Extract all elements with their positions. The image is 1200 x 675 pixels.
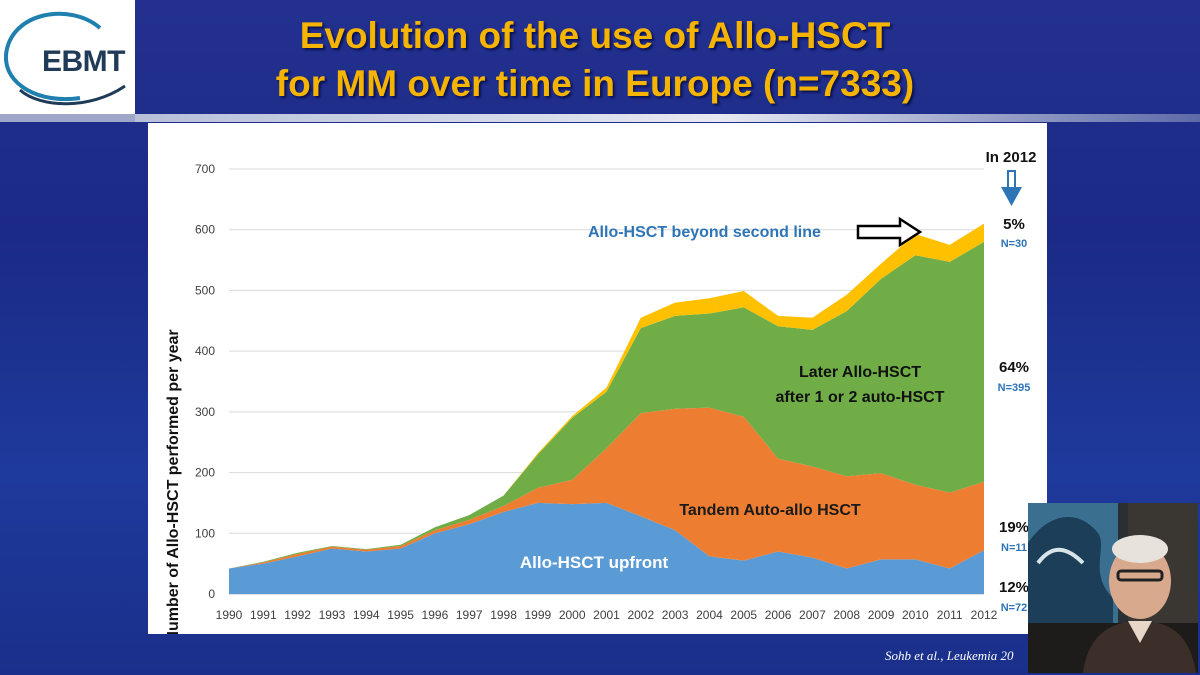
x-tick-label-2005: 2005 xyxy=(730,608,757,622)
chart-panel: 0 100 200 300 400 500 600 700 1990 1991 1992 1993 19… xyxy=(148,123,1047,634)
y-tick-label-300: 300 xyxy=(195,405,215,419)
y-tick-label-0: 0 xyxy=(208,587,215,601)
ebmt-logo: EBMT xyxy=(0,0,135,114)
label-later-line2: after 1 or 2 auto-HSCT xyxy=(776,389,945,406)
area-allo-hsct-beyond-second-line xyxy=(229,223,984,569)
x-tick-label-1995: 1995 xyxy=(387,608,414,622)
y-tick-label-500: 500 xyxy=(195,283,215,297)
pct-later: 64% xyxy=(999,359,1029,376)
label-tandem: Tandem Auto-allo HSCT xyxy=(679,502,861,519)
presenter-webcam xyxy=(1028,503,1198,673)
x-tick-label-1996: 1996 xyxy=(422,608,449,622)
n-tandem: N=11 xyxy=(1001,542,1027,554)
x-tick-label-1999: 1999 xyxy=(525,608,552,622)
presenter-video-frame xyxy=(1028,503,1198,673)
axes: 0 100 200 300 400 500 600 700 1990 1991 1992 1993 19… xyxy=(195,162,998,622)
y-tick-label-400: 400 xyxy=(195,344,215,358)
slide-title: Evolution of the use of Allo-HSCT for MM… xyxy=(145,12,1045,108)
x-tick-label-2012: 2012 xyxy=(971,608,998,622)
citation: Sohb et al., Leukemia 20 xyxy=(885,648,1014,663)
y-tick-label-600: 600 xyxy=(195,223,215,237)
area-later-allo-hsct-after-1-or-2-auto-hsct xyxy=(229,241,984,569)
x-tick-label-2009: 2009 xyxy=(868,608,895,622)
pct-upfront: 12% xyxy=(999,579,1029,596)
y-tick-label-200: 200 xyxy=(195,466,215,480)
pct-beyond: 5% xyxy=(1003,216,1025,233)
x-tick-label-2004: 2004 xyxy=(696,608,723,622)
label-upfront: Allo-HSCT upfront xyxy=(520,553,669,572)
x-tick-label-1990: 1990 xyxy=(216,608,243,622)
x-tick-label-1993: 1993 xyxy=(319,608,346,622)
annotation-in-year: In 2012 xyxy=(986,149,1037,166)
x-tick-label-1994: 1994 xyxy=(353,608,380,622)
x-tick-label-1998: 1998 xyxy=(490,608,517,622)
y-axis-label: Number of Allo-HSCT performed per year xyxy=(165,329,182,634)
logo-swoosh xyxy=(3,11,126,106)
divider-left xyxy=(0,114,135,122)
x-tick-label-2001: 2001 xyxy=(593,608,620,622)
slide-title-line2: for MM over time in Europe (n=7333) xyxy=(275,63,915,104)
n-upfront: N=72 xyxy=(1001,602,1028,614)
x-tick-label-2006: 2006 xyxy=(765,608,792,622)
right-arrow-icon xyxy=(856,216,923,248)
area-tandem-auto-allo-hsct xyxy=(229,407,984,569)
x-tick-label-2011: 2011 xyxy=(937,608,963,622)
area-series xyxy=(229,223,984,594)
x-tick-label-2003: 2003 xyxy=(662,608,689,622)
y-tick-label-100: 100 xyxy=(195,526,215,540)
pct-tandem: 19% xyxy=(999,519,1029,536)
x-tick-label-1992: 1992 xyxy=(284,608,311,622)
x-tick-label-2008: 2008 xyxy=(833,608,860,622)
n-later: N=395 xyxy=(998,382,1031,394)
down-arrow-icon xyxy=(1001,170,1022,206)
title-divider xyxy=(135,114,1200,122)
stacked-area-chart: 0 100 200 300 400 500 600 700 1990 1991 1992 1993 19… xyxy=(165,149,1037,634)
slide-title-line1: Evolution of the use of Allo-HSCT xyxy=(299,15,891,56)
y-tick-label-700: 700 xyxy=(195,162,215,176)
x-tick-label-2007: 2007 xyxy=(799,608,826,622)
x-tick-label-2002: 2002 xyxy=(627,608,654,622)
area-allo-hsct-upfront xyxy=(229,502,984,594)
logo-text: EBMT xyxy=(42,45,126,78)
x-tick-label-1991: 1991 xyxy=(250,608,277,622)
label-beyond-second-line: Allo-HSCT beyond second line xyxy=(588,224,821,241)
x-tick-label-1997: 1997 xyxy=(456,608,483,622)
x-tick-label-2000: 2000 xyxy=(559,608,586,622)
label-later-line1: Later Allo-HSCT xyxy=(799,364,921,381)
n-beyond: N=30 xyxy=(1001,238,1028,250)
x-tick-label-2010: 2010 xyxy=(902,608,929,622)
